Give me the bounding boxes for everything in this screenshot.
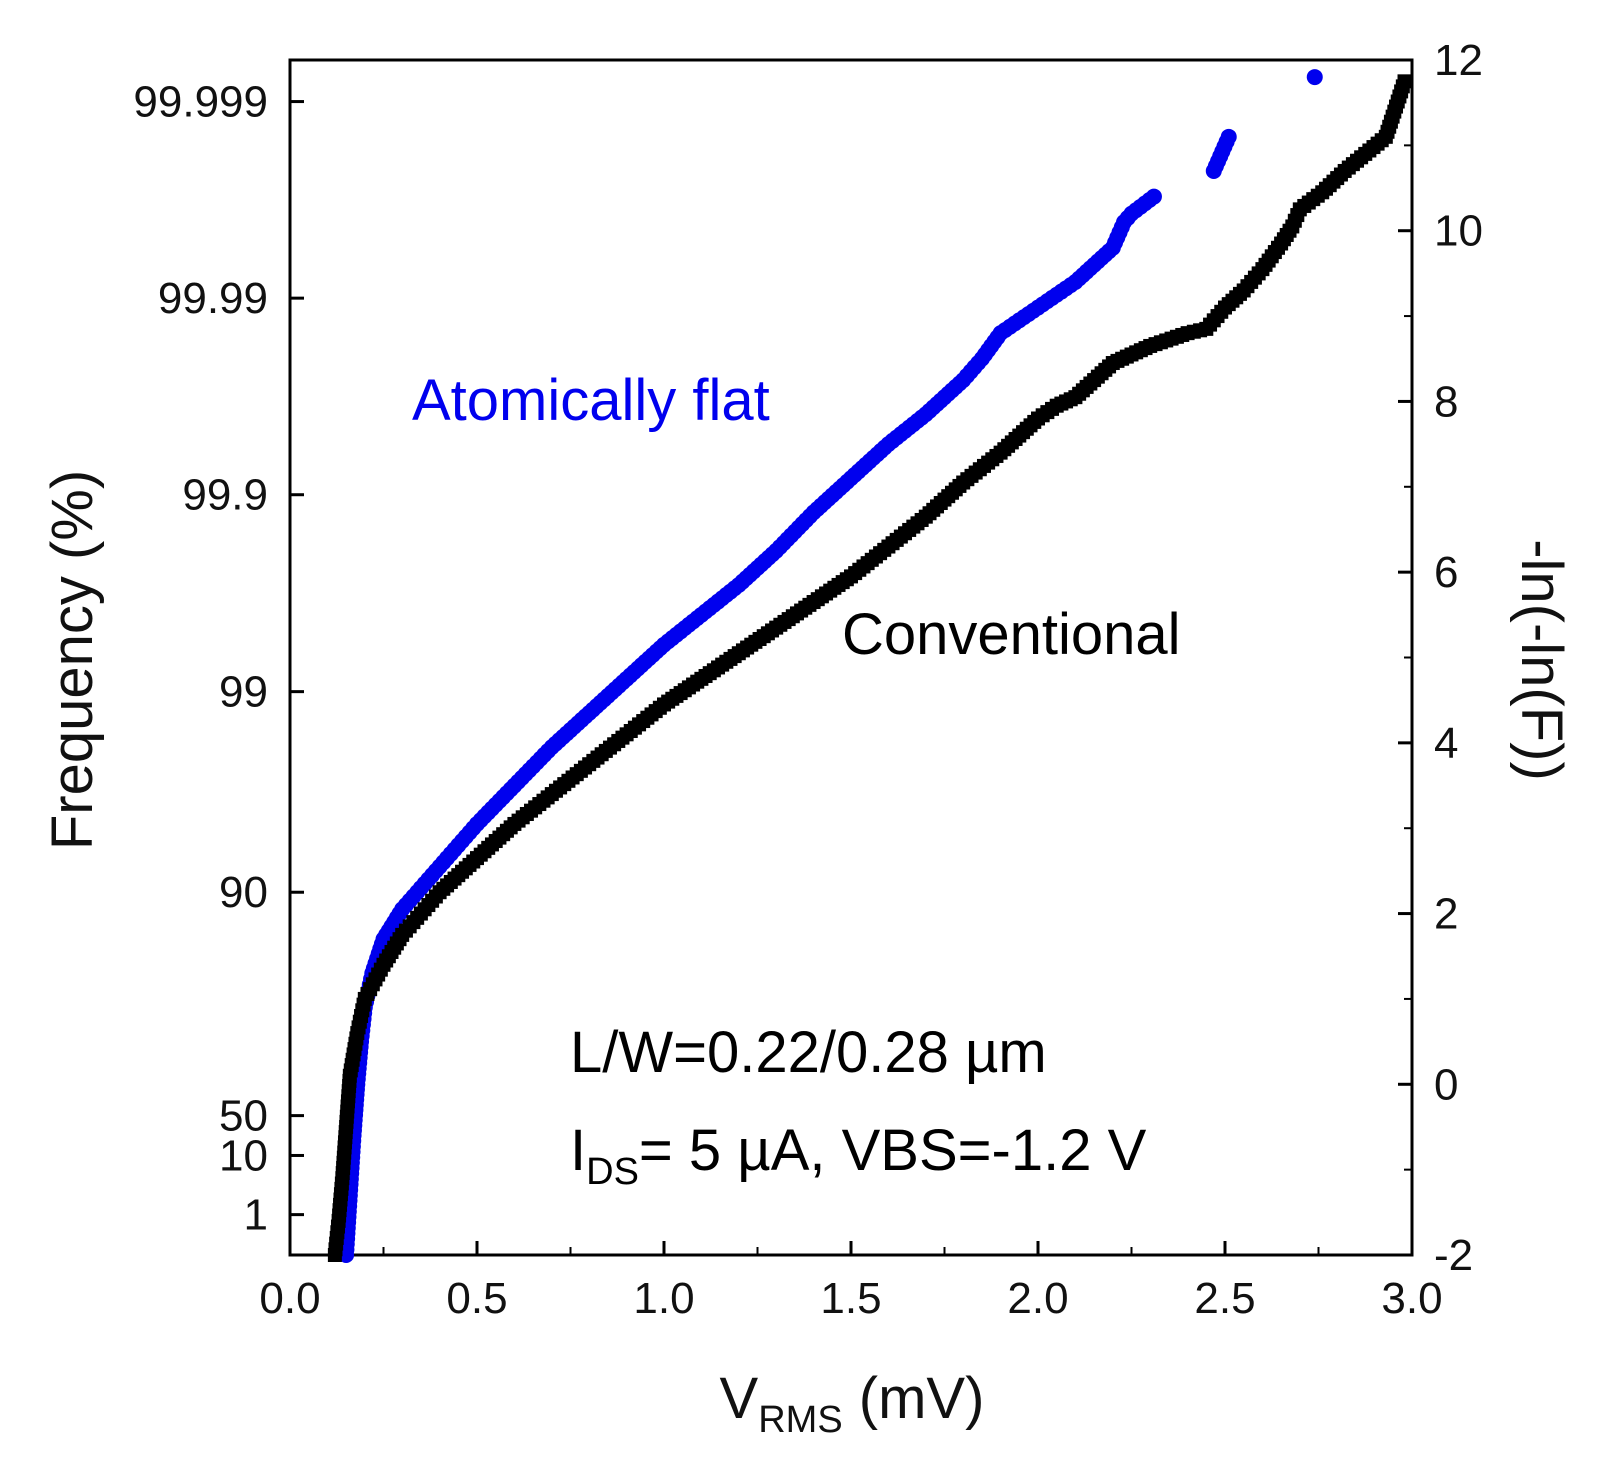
y2-tick-label: 4 [1434,719,1458,768]
y-tick-label: 10 [219,1131,268,1180]
x-axis-title: VRMS (mV) [720,1366,985,1441]
series-atomically-flat [338,69,1323,1263]
y2-tick-label: 0 [1434,1060,1458,1109]
axes-layer: 0.0 0.5 1.0 1.5 2.0 2.5 3.0-202468101211050909… [133,36,1483,1323]
y2-axis-title: -ln(-ln(F)) [1509,539,1574,781]
plot-frame [288,58,1414,1257]
annotation-dimensions: L/W=0.22/0.28 µm [570,1020,1047,1085]
data-point [1145,188,1162,205]
annotation-bias-main: I [570,1118,586,1183]
y-tick-label: 50 [219,1092,268,1141]
data-point [1220,128,1237,145]
y2-tick-label: -2 [1434,1231,1473,1280]
y-tick-label: 99.99 [158,274,268,323]
x-axis-title-sub: RMS [758,1399,842,1441]
y2-tick-label: 12 [1434,36,1483,85]
annotation-bias-conditions: IDS= 5 µA, VBS=-1.2 V [570,1118,1147,1193]
x-tick-label: 1.0 [633,1274,694,1323]
x-tick-label: 1.5 [820,1274,881,1323]
data-point [1306,69,1323,86]
y-tick-label: 1 [244,1191,268,1240]
annotation-atomically-flat: Atomically flat [412,368,770,433]
x-axis-title-suffix: (mV) [843,1366,985,1431]
annotation-bias-rest: = 5 µA, VBS=-1.2 V [639,1118,1147,1183]
annotation-conventional: Conventional [842,602,1181,667]
series-layer [327,69,1412,1263]
y-axis-title: Frequency (%) [40,470,105,850]
y-tick-label: 90 [219,868,268,917]
y-tick-label: 99.9 [182,471,268,520]
y2-tick-label: 10 [1434,207,1483,256]
data-point [1397,74,1412,89]
y2-tick-label: 2 [1434,890,1458,939]
series-conventional [327,74,1412,1262]
x-axis-title-main: V [720,1366,759,1431]
x-tick-label: 2.5 [1194,1274,1255,1323]
annotation-bias-sub: DS [586,1151,639,1193]
y-tick-label: 99.999 [133,78,268,127]
y2-tick-label: 6 [1434,548,1458,597]
x-tick-label: 0.5 [446,1274,507,1323]
x-tick-label: 0.0 [259,1274,320,1323]
x-tick-label: 2.0 [1007,1274,1068,1323]
x-tick-label: 3.0 [1381,1274,1442,1323]
y2-tick-label: 8 [1434,377,1458,426]
y-tick-label: 99 [219,668,268,717]
